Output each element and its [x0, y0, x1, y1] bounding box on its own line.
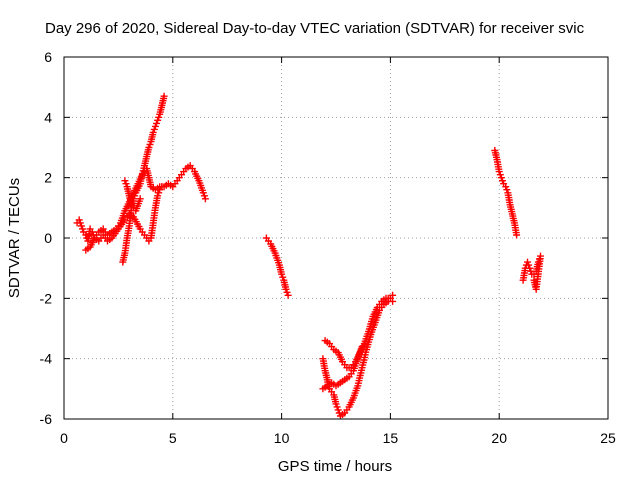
chart-title: Day 296 of 2020, Sidereal Day-to-day VTE… — [45, 20, 585, 37]
grid — [64, 57, 608, 419]
x-tick-label: 0 — [60, 430, 68, 446]
x-tick-label: 20 — [491, 430, 507, 446]
data-point-marker — [503, 186, 511, 194]
y-tick-label: -6 — [40, 411, 53, 427]
data-point-marker — [334, 406, 342, 414]
data-point-marker — [525, 261, 533, 269]
y-tick-label: 4 — [44, 109, 52, 125]
data-point-marker — [284, 291, 292, 299]
x-tick-label: 5 — [169, 430, 177, 446]
data-points — [73, 92, 544, 420]
x-tick-label: 25 — [600, 430, 616, 446]
data-point-marker — [389, 297, 397, 305]
y-tick-label: -4 — [40, 351, 53, 367]
y-tick-label: -2 — [40, 290, 53, 306]
data-point-marker — [495, 168, 503, 176]
y-tick-label: 2 — [44, 170, 52, 186]
data-point-marker — [136, 195, 144, 203]
axis-ticks: 0 5 10 15 20 25 -6 -4 -2 0 2 4 6 — [40, 49, 616, 446]
data-point-marker — [158, 183, 166, 191]
x-axis-label: GPS time / hours — [278, 458, 392, 475]
x-tick-label: 10 — [274, 430, 290, 446]
y-axis-label: SDTVAR / TECUs — [6, 178, 23, 298]
data-point-marker — [160, 92, 168, 100]
x-tick-label: 15 — [383, 430, 399, 446]
data-point-marker — [530, 276, 538, 284]
data-point-marker — [155, 189, 163, 197]
plot-frame — [63, 56, 609, 420]
y-tick-label: 0 — [44, 230, 52, 246]
data-point-marker — [513, 231, 521, 239]
data-point-marker — [201, 195, 209, 203]
y-tick-label: 6 — [44, 49, 52, 65]
data-point-marker — [153, 119, 160, 127]
data-point-marker — [79, 225, 86, 233]
